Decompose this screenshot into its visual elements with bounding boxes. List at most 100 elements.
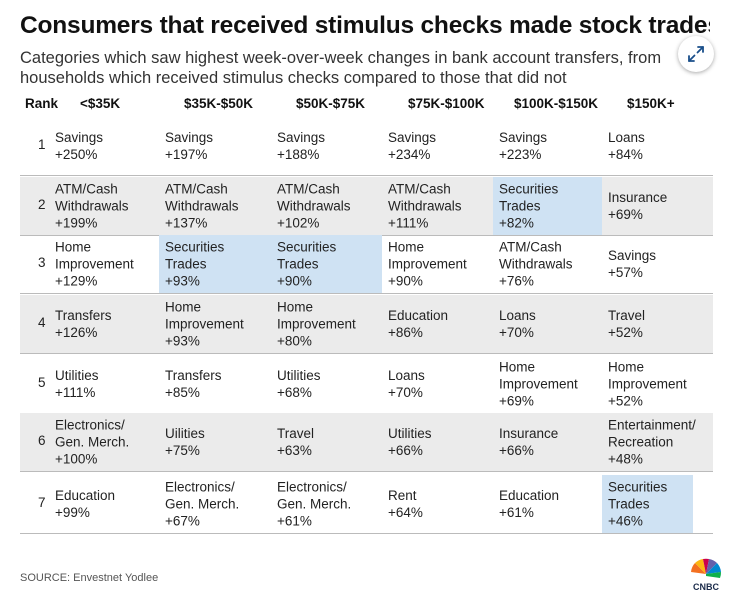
cnbc-peacock-icon: CNBC bbox=[691, 558, 722, 592]
cell-text: Transfers +126% bbox=[55, 308, 112, 340]
chart-title: Consumers that received stimulus checks … bbox=[20, 12, 710, 39]
cell-text: Securities Trades +46% bbox=[608, 479, 668, 529]
cell-text: Home Improvement +129% bbox=[55, 239, 134, 289]
table-cell: Education +86% bbox=[382, 295, 493, 353]
table-row: 6 Electronics/ Gen. Merch. +100% Uilities … bbox=[20, 413, 713, 472]
table-cell: Insurance +66% bbox=[493, 413, 602, 471]
table-cell: Electronics/ Gen. Merch. +100% bbox=[49, 413, 159, 471]
rank-label: 5 bbox=[38, 375, 46, 390]
logo-text: CNBC bbox=[693, 582, 719, 592]
table-row: 3 Home Improvement +129% Securities Trades… bbox=[20, 235, 713, 294]
table-cell: Securities Trades +46% bbox=[602, 475, 693, 533]
table-cell: ATM/Cash Withdrawals +199% bbox=[49, 177, 159, 235]
table-cell: Rent +64% bbox=[382, 475, 493, 533]
cell-text: Entertainment/ Recreation +48% bbox=[608, 417, 696, 467]
chart-subtitle: Categories which saw highest week-over-w… bbox=[20, 49, 662, 87]
cell-text: Securities Trades +90% bbox=[277, 239, 337, 289]
table-cell: Transfers +85% bbox=[159, 355, 271, 413]
table-cell: Loans +84% bbox=[602, 117, 693, 175]
table-cell: Utilities +68% bbox=[271, 355, 382, 413]
cell-text: ATM/Cash Withdrawals +111% bbox=[388, 181, 462, 231]
column-header: $35K-$50K bbox=[184, 96, 254, 111]
table-row: 2 ATM/Cash Withdrawals +199% ATM/Cash With… bbox=[20, 177, 713, 236]
table-cell: Education +61% bbox=[493, 475, 602, 533]
table-cell: Home Improvement +69% bbox=[493, 355, 602, 413]
table-cell: Home Improvement +90% bbox=[382, 235, 493, 293]
cell-text: ATM/Cash Withdrawals +199% bbox=[55, 181, 129, 231]
table-cell: Entertainment/ Recreation +48% bbox=[602, 413, 696, 471]
cell-text: Savings +197% bbox=[165, 130, 214, 162]
cell-text: Loans +70% bbox=[388, 368, 425, 400]
table-row: 5 Utilities +111% Transfers +85% Utilities … bbox=[20, 355, 713, 414]
table-cell: Home Improvement +80% bbox=[271, 295, 382, 353]
cell-text: Electronics/ Gen. Merch. +61% bbox=[277, 479, 352, 529]
rank-label: 4 bbox=[38, 315, 46, 330]
table-cell: Loans +70% bbox=[382, 355, 493, 413]
column-header: $50K-$75K bbox=[296, 96, 366, 111]
table-cell: Uilities +75% bbox=[159, 413, 271, 471]
column-header: <$35K bbox=[80, 96, 121, 111]
rank-label: 7 bbox=[38, 495, 46, 510]
cell-text: Insurance +66% bbox=[499, 426, 559, 458]
expand-arrows-icon bbox=[688, 46, 704, 62]
cell-text: ATM/Cash Withdrawals +137% bbox=[165, 181, 239, 231]
cell-text: ATM/Cash Withdrawals +76% bbox=[499, 239, 573, 289]
cell-text: Savings +250% bbox=[55, 130, 104, 162]
cell-text: Education +99% bbox=[55, 488, 116, 520]
table-cell: Loans +70% bbox=[493, 295, 602, 353]
cell-text: Securities Trades +93% bbox=[165, 239, 225, 289]
cell-text: Savings +188% bbox=[277, 130, 326, 162]
cell-text: Utilities +111% bbox=[55, 368, 99, 400]
cell-text: Home Improvement +52% bbox=[608, 359, 687, 409]
cell-text: Savings +223% bbox=[499, 130, 548, 162]
table-cell: Home Improvement +52% bbox=[602, 355, 693, 413]
table-cell: Securities Trades +90% bbox=[271, 235, 382, 293]
cell-text: Education +61% bbox=[499, 488, 560, 520]
cell-text: Transfers +85% bbox=[165, 368, 222, 400]
cell-text: Home Improvement +69% bbox=[499, 359, 578, 409]
table-cell: Securities Trades +82% bbox=[493, 177, 602, 235]
rank-label: 3 bbox=[38, 255, 46, 270]
table-cell: Home Improvement +129% bbox=[49, 235, 159, 293]
cell-text: Home Improvement +93% bbox=[165, 299, 244, 349]
table-cell: ATM/Cash Withdrawals +137% bbox=[159, 177, 271, 235]
table-cell: Home Improvement +93% bbox=[159, 295, 271, 353]
column-header: $75K-$100K bbox=[408, 96, 485, 111]
table-cell: Utilities +66% bbox=[382, 413, 493, 471]
cell-text: Utilities +68% bbox=[277, 368, 321, 400]
cell-text: Education +86% bbox=[388, 308, 449, 340]
cell-text: Home Improvement +90% bbox=[388, 239, 467, 289]
cell-text: Electronics/ Gen. Merch. +67% bbox=[165, 479, 240, 529]
expand-button[interactable] bbox=[678, 36, 714, 72]
table-cell: Electronics/ Gen. Merch. +67% bbox=[159, 475, 271, 533]
table-cell: Savings +223% bbox=[493, 117, 602, 175]
cell-text: Savings +57% bbox=[608, 248, 657, 280]
table-cell: Savings +188% bbox=[271, 117, 382, 175]
cell-text: Uilities +75% bbox=[165, 426, 205, 458]
cell-text: Home Improvement +80% bbox=[277, 299, 356, 349]
table-row: 7 Education +99% Electronics/ Gen. Merch. … bbox=[20, 475, 713, 534]
rank-label: 6 bbox=[38, 433, 46, 448]
column-header: Rank bbox=[25, 96, 59, 111]
column-header: $100K-$150K bbox=[514, 96, 599, 111]
rank-label: 1 bbox=[38, 137, 46, 152]
cell-text: Travel +63% bbox=[277, 426, 315, 458]
cell-text: Electronics/ Gen. Merch. +100% bbox=[55, 417, 130, 467]
table-cell: Savings +250% bbox=[49, 117, 159, 175]
table-cell: Savings +197% bbox=[159, 117, 271, 175]
table-cell: ATM/Cash Withdrawals +102% bbox=[271, 177, 382, 235]
table-cell: Travel +52% bbox=[602, 295, 693, 353]
table-cell: Savings +234% bbox=[382, 117, 493, 175]
table-cell: Electronics/ Gen. Merch. +61% bbox=[271, 475, 382, 533]
table-cell: ATM/Cash Withdrawals +76% bbox=[493, 235, 602, 293]
table-cell: Travel +63% bbox=[271, 413, 382, 471]
table-row: 4 Transfers +126% Home Improvement +93% Hom… bbox=[20, 295, 713, 354]
cell-text: Savings +234% bbox=[388, 130, 437, 162]
source-note: SOURCE: Envestnet Yodlee bbox=[20, 572, 159, 584]
cell-text: Utilities +66% bbox=[388, 426, 432, 458]
table-cell: ATM/Cash Withdrawals +111% bbox=[382, 177, 493, 235]
table-cell: Savings +57% bbox=[602, 235, 693, 293]
table-cell: Utilities +111% bbox=[49, 355, 159, 413]
cell-text: Loans +70% bbox=[499, 308, 536, 340]
table-cell: Securities Trades +93% bbox=[159, 235, 271, 293]
